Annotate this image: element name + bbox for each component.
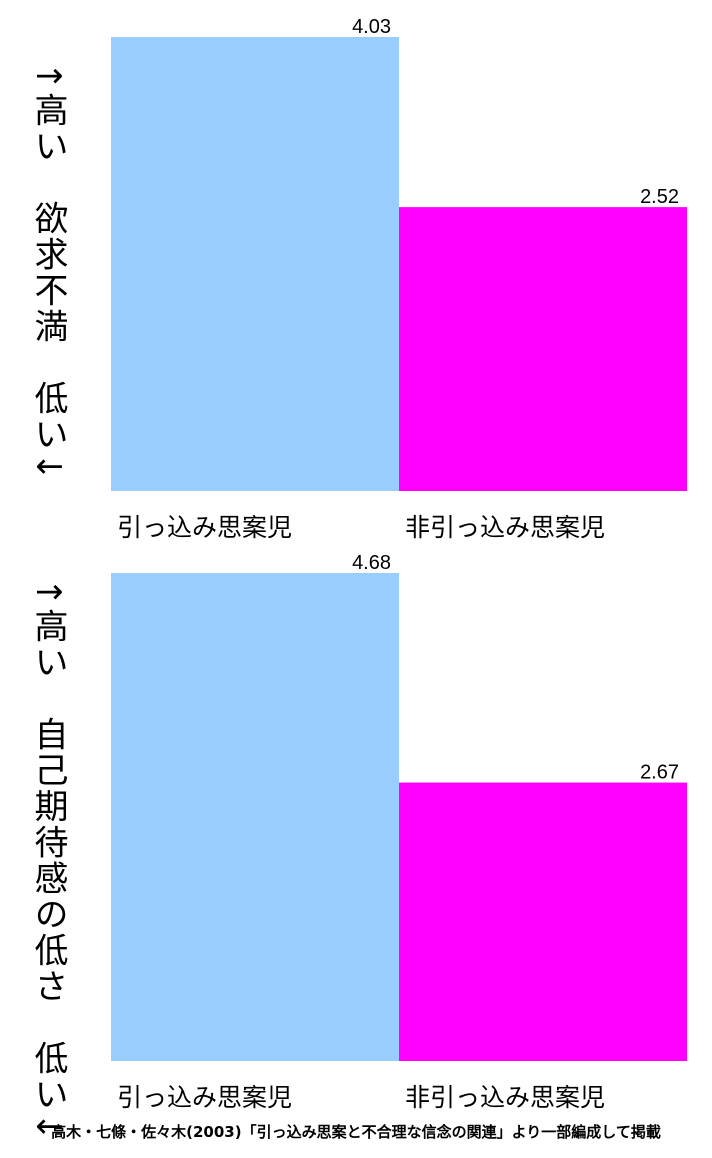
chart1-bar-1 [399,207,687,491]
chart2-y-axis-label: ↑高い 自己期待感の低さ 低い↓ [28,578,68,1143]
chart1-category-label-0: 引っ込み思案児 [117,513,292,542]
chart2-bar-1 [399,782,687,1061]
chart1-value-label-0: 4.03 [352,16,391,38]
chart1-category-label-1: 非引っ込み思案児 [405,513,605,542]
chart1-value-label-1: 2.52 [640,186,679,208]
chart1-bar-0 [111,37,399,491]
source-citation: 高木・七條・佐々木(2003)「引っ込み思案と不合理な信念の関連」より一部編成し… [51,1123,661,1141]
chart2-bar-0 [111,573,399,1061]
chart2-value-label-0: 4.68 [352,552,391,574]
chart1: 4.03 引っ込み思案児 2.52 非引っ込み思案児 [111,16,687,542]
chart2-value-label-1: 2.67 [640,762,679,784]
chart2-category-label-1: 非引っ込み思案児 [405,1083,605,1112]
chart2: 4.68 引っ込み思案児 2.67 非引っ込み思案児 [111,552,687,1112]
chart2-category-label-0: 引っ込み思案児 [117,1083,292,1112]
chart1-y-axis-label: ↑高い 欲求不満 低い↓ [28,62,68,483]
